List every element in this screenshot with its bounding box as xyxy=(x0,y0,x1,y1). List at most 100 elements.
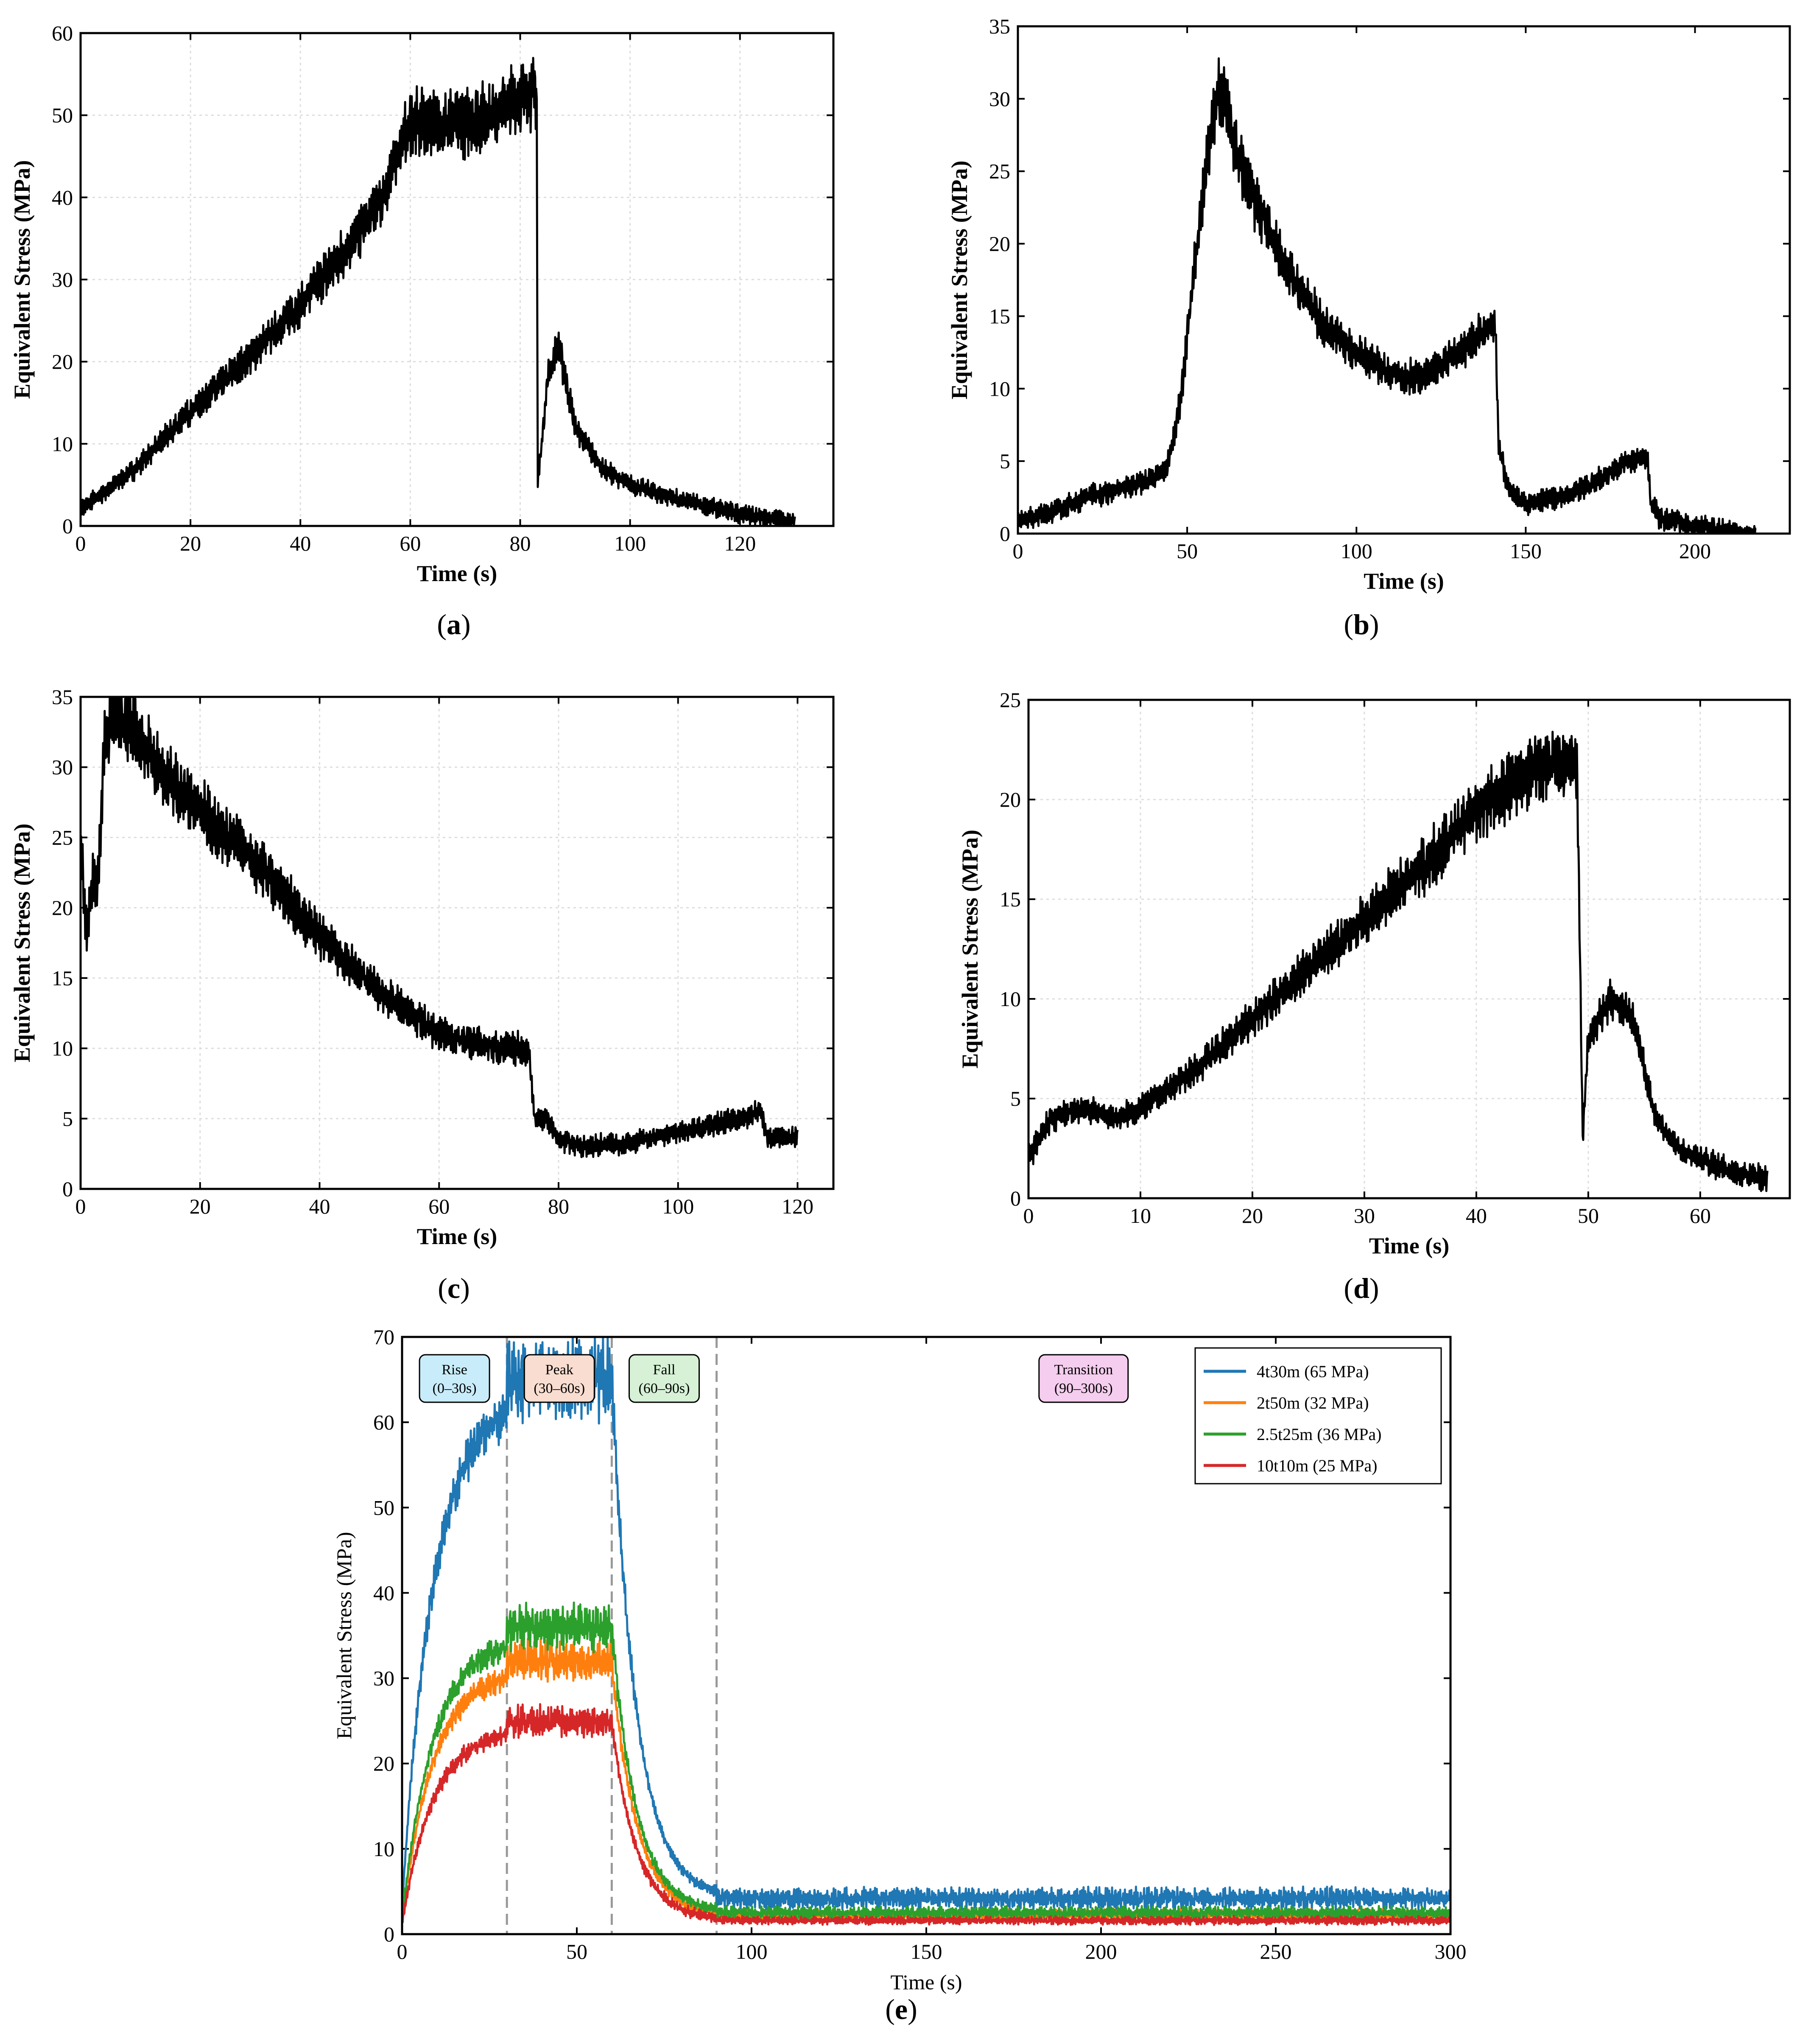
x-tick-label: 200 xyxy=(1679,539,1711,563)
phase-label: Transition xyxy=(1054,1362,1113,1378)
y-tick-label: 10 xyxy=(52,1037,73,1060)
x-tick-label: 30 xyxy=(1354,1204,1375,1228)
phase-range: (90–300s) xyxy=(1054,1381,1113,1396)
panel-a: 0 20 40 60 80 100 120 0 10 20 30 40 50 60 Time (s) Equi… xyxy=(9,21,835,640)
x-tick-label: 60 xyxy=(400,531,421,555)
x-tick-label: 100 xyxy=(662,1194,694,1218)
plot-frame xyxy=(1027,699,1791,1200)
x-tick-label: 20 xyxy=(180,531,201,555)
x-tick-label: 40 xyxy=(290,531,311,555)
y-tick-label: 40 xyxy=(373,1581,394,1605)
y-tick-label: 15 xyxy=(989,304,1010,328)
x-tick-label: 200 xyxy=(1085,1940,1117,1963)
y-tick-label: 0 xyxy=(62,514,73,538)
y-tick-label: 50 xyxy=(52,103,73,127)
y-tick-label: 0 xyxy=(1000,522,1010,545)
y-tick-label: 40 xyxy=(52,185,73,209)
x-tick-label: 0 xyxy=(397,1940,408,1963)
y-tick-label: 20 xyxy=(52,896,73,920)
y-axis-label: Equivalent Stress (MPa) xyxy=(9,160,35,399)
y-tick-label: 0 xyxy=(62,1177,73,1201)
x-tick-label: 40 xyxy=(309,1194,330,1218)
y-tick-label: 30 xyxy=(373,1667,394,1690)
x-tick-label: 300 xyxy=(1435,1940,1467,1963)
x-tick-label: 100 xyxy=(736,1940,768,1963)
x-tick-label: 150 xyxy=(911,1940,942,1963)
panel-caption: (a) xyxy=(437,608,470,640)
plot-frame xyxy=(1017,25,1791,535)
series-line-2t50m xyxy=(401,1638,1452,1923)
y-axis-label: Equivalent Stress (MPa) xyxy=(947,161,972,400)
x-tick-label: 0 xyxy=(75,1194,86,1218)
phase-range: (30–60s) xyxy=(534,1381,585,1396)
series-line-stress xyxy=(1017,57,1757,535)
y-tick-label: 0 xyxy=(384,1922,394,1946)
phase-box xyxy=(419,1354,490,1403)
y-tick-label: 20 xyxy=(1000,788,1021,811)
y-tick-label: 10 xyxy=(1000,987,1021,1011)
plot-frame xyxy=(79,696,835,1190)
x-tick-label: 40 xyxy=(1466,1204,1487,1228)
x-tick-label: 20 xyxy=(190,1194,211,1218)
y-tick-label: 5 xyxy=(1000,449,1010,473)
x-tick-label: 50 xyxy=(566,1940,587,1963)
phase-box xyxy=(523,1354,595,1403)
y-axis-label: Equivalent Stress (MPa) xyxy=(332,1532,356,1739)
plot-frame xyxy=(79,32,835,527)
phase-label: Rise xyxy=(442,1362,467,1378)
x-axis-label: Time (s) xyxy=(1364,568,1444,594)
panel-caption: (b) xyxy=(1344,608,1379,640)
x-axis-label: Time (s) xyxy=(417,561,497,586)
phase-label: Peak xyxy=(545,1362,573,1378)
phase-range: (0–30s) xyxy=(433,1381,477,1396)
panel-d: 0 10 20 30 40 50 60 0 5 10 15 20 25 Time (s) Equivalen… xyxy=(957,688,1791,1304)
y-tick-label: 35 xyxy=(989,14,1010,38)
x-tick-label: 60 xyxy=(1690,1204,1711,1228)
y-tick-label: 60 xyxy=(373,1410,394,1434)
x-tick-label: 100 xyxy=(614,531,646,555)
x-tick-label: 100 xyxy=(1341,539,1372,563)
series-line-stress xyxy=(79,696,799,1158)
y-axis-label: Equivalent Stress (MPa) xyxy=(957,830,983,1068)
y-tick-label: 10 xyxy=(52,432,73,456)
panel-b: 0 50 100 150 200 0 5 10 15 20 25 30 35 Time (s) Equiva… xyxy=(947,14,1791,640)
y-tick-label: 5 xyxy=(62,1107,73,1130)
y-tick-label: 5 xyxy=(1010,1087,1021,1110)
x-tick-label: 10 xyxy=(1130,1204,1151,1228)
y-tick-label: 35 xyxy=(52,685,73,709)
x-tick-label: 150 xyxy=(1510,539,1542,563)
series-line-stress xyxy=(1027,730,1769,1192)
phase-range: (60–90s) xyxy=(639,1381,690,1396)
y-tick-label: 20 xyxy=(989,232,1010,256)
y-tick-label: 50 xyxy=(373,1496,394,1519)
plot-frame xyxy=(401,1336,1452,1935)
x-tick-label: 80 xyxy=(548,1194,569,1218)
y-tick-label: 10 xyxy=(373,1837,394,1861)
x-tick-label: 0 xyxy=(1023,1204,1034,1228)
y-tick-label: 60 xyxy=(52,21,73,45)
x-tick-label: 0 xyxy=(1013,539,1023,563)
panel-caption: (c) xyxy=(438,1272,470,1304)
y-tick-label: 20 xyxy=(373,1752,394,1776)
panel-e: 0 50 100 150 200 250 300 0 10 20 30 40 50 60 70 Time (s… xyxy=(332,1325,1467,2025)
series-line-stress xyxy=(79,57,796,527)
panel-caption: (d) xyxy=(1344,1272,1379,1304)
y-tick-label: 15 xyxy=(1000,887,1021,911)
x-tick-label: 0 xyxy=(75,531,86,555)
x-tick-label: 50 xyxy=(1177,539,1198,563)
x-tick-label: 60 xyxy=(428,1194,450,1218)
y-tick-label: 20 xyxy=(52,350,73,374)
x-tick-label: 20 xyxy=(1242,1204,1263,1228)
panel-c: 0 20 40 60 80 100 120 0 5 10 15 20 25 30 35 Time (s) Equ… xyxy=(9,685,835,1304)
y-tick-label: 0 xyxy=(1010,1186,1021,1210)
phase-box xyxy=(629,1354,700,1403)
y-axis-label: Equivalent Stress (MPa) xyxy=(9,824,35,1063)
y-tick-label: 70 xyxy=(373,1325,394,1349)
x-tick-label: 120 xyxy=(782,1194,813,1218)
x-tick-label: 80 xyxy=(509,531,531,555)
panel-caption: (e) xyxy=(885,1993,917,2025)
x-axis-label: Time (s) xyxy=(890,1970,962,1994)
y-tick-label: 30 xyxy=(52,268,73,291)
legend-entry: 2.5t25m (36 MPa) xyxy=(1257,1425,1381,1444)
